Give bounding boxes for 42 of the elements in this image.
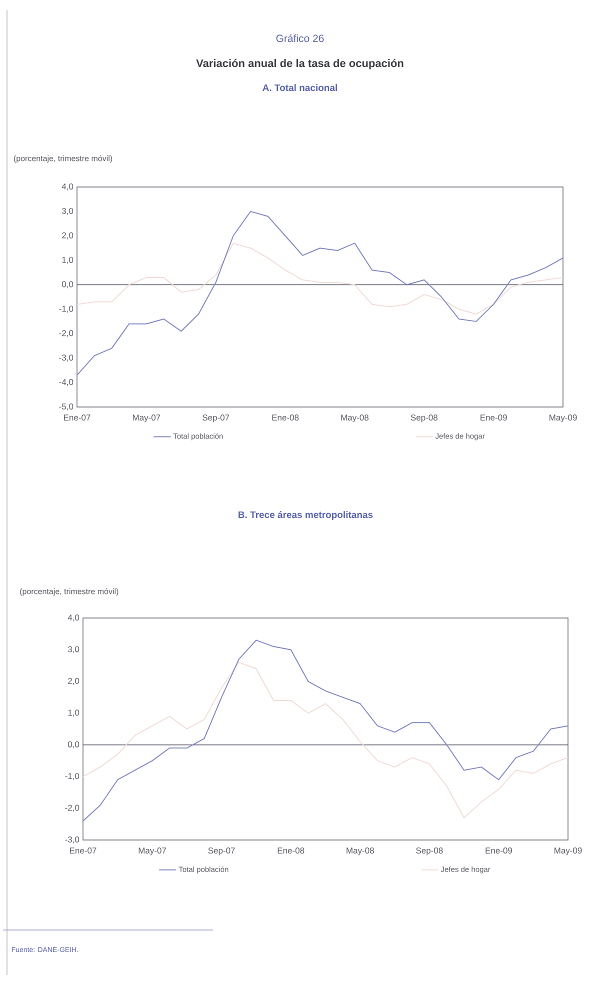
y-axis-title: (porcentaje, trimestre móvil) <box>20 588 118 596</box>
line-series <box>76 210 564 376</box>
x-tick-label: May-07 <box>132 414 160 422</box>
y-tick-label: -3,0 <box>65 836 80 844</box>
x-tick-label: Ene-07 <box>64 414 90 421</box>
y-tick-label: -1,0 <box>59 306 74 313</box>
line-series <box>76 242 564 315</box>
y-tick-label: -1,0 <box>65 773 80 780</box>
y-tick-label: 4,0 <box>68 614 80 622</box>
y-tick-label: -4,0 <box>59 379 74 386</box>
y-tick-label: 2,0 <box>68 678 80 685</box>
y-tick-label: -3,0 <box>59 354 74 362</box>
x-tick-label: Sep-08 <box>410 414 438 422</box>
x-tick-label: Ene-08 <box>272 414 299 421</box>
chart-subtitle: B. Trece áreas metropolitanas <box>238 511 373 520</box>
y-tick-label: -2,0 <box>65 804 80 812</box>
y-axis-title: (porcentaje, trimestre móvil) <box>14 155 112 163</box>
y-tick-label: 1,0 <box>68 710 80 717</box>
y-tick-label: -5,0 <box>59 403 74 410</box>
x-tick-label: Sep-07 <box>202 414 230 422</box>
x-tick-label: May-08 <box>346 848 374 856</box>
x-tick-label: Ene-08 <box>278 848 304 854</box>
x-tick-label: May-09 <box>554 848 582 856</box>
x-tick-label: Ene-07 <box>70 848 96 854</box>
chart-title: Variación anual de la tasa de ocupación <box>196 58 404 70</box>
x-tick-label: May-08 <box>341 414 369 422</box>
chart-subtitle: A. Total nacional <box>262 84 337 92</box>
y-tick-label: 1,0 <box>62 256 74 264</box>
y-tick-label: 3,0 <box>68 646 80 654</box>
y-tick-label: 2,0 <box>62 232 74 240</box>
x-tick-label: Sep-07 <box>208 848 235 856</box>
x-tick-label: May-07 <box>138 848 166 856</box>
y-tick-label: 0,0 <box>68 741 80 748</box>
x-tick-label: Sep-08 <box>416 848 443 856</box>
y-tick-label: 4,0 <box>62 183 74 191</box>
x-tick-label: Ene-09 <box>486 848 512 854</box>
y-tick-label: 0,0 <box>62 281 74 288</box>
x-tick-label: Ene-09 <box>480 414 507 421</box>
x-tick-label: May-09 <box>550 414 577 422</box>
y-tick-label: 3,0 <box>62 208 74 215</box>
y-tick-label: -2,0 <box>59 330 74 338</box>
text: Gráfico 26 <box>276 34 324 42</box>
